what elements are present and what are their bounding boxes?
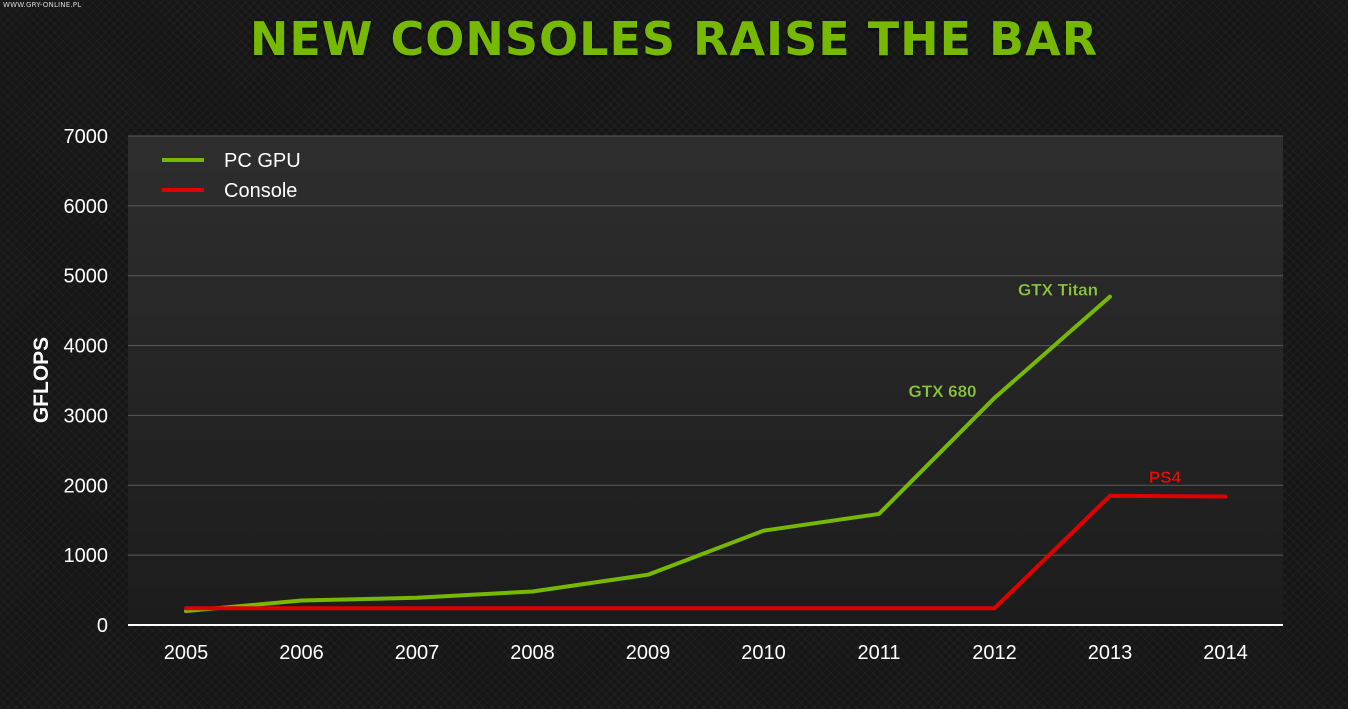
x-tick-label: 2014	[1203, 642, 1248, 664]
y-axis-title: GFLOPS	[30, 337, 53, 423]
x-tick-label: 2007	[395, 642, 440, 664]
y-tick-label: 0	[97, 615, 108, 637]
annotation-label: PS4	[1149, 468, 1182, 487]
page-title: NEW CONSOLES RAISE THE BAR	[249, 12, 1099, 66]
y-tick-label: 5000	[64, 266, 109, 288]
y-tick-label: 2000	[64, 475, 109, 497]
y-tick-label: 4000	[64, 336, 109, 358]
x-tick-label: 2006	[279, 642, 324, 664]
legend-label: PC GPU	[224, 150, 301, 172]
series-line-pc-gpu	[184, 294, 1112, 614]
annotation-label: GTX 680	[908, 382, 976, 401]
watermark: WWW.GRY-ONLINE.PL	[3, 1, 82, 9]
legend-label: Console	[224, 180, 297, 202]
series-line-console	[184, 493, 1228, 611]
x-tick-label: 2005	[164, 642, 209, 664]
y-tick-label: 1000	[64, 545, 109, 567]
x-tick-label: 2011	[857, 642, 900, 664]
y-tick-label: 7000	[64, 126, 109, 148]
x-tick-label: 2012	[972, 642, 1017, 664]
y-tick-label: 6000	[64, 196, 109, 218]
x-tick-label: 2010	[741, 642, 786, 664]
y-tick-label: 3000	[64, 405, 109, 427]
plot-area	[128, 136, 1283, 625]
x-tick-label: 2008	[510, 642, 555, 664]
x-tick-label: 2013	[1088, 642, 1133, 664]
x-tick-label: 2009	[626, 642, 671, 664]
annotation-label: GTX Titan	[1018, 281, 1098, 300]
